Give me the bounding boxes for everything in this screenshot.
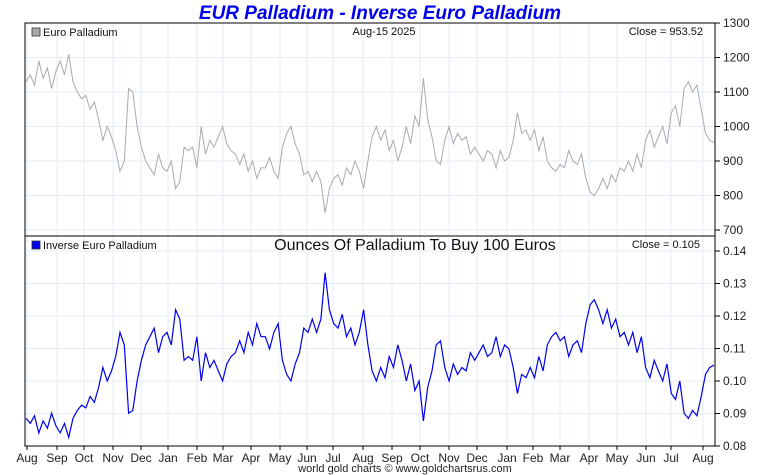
- x-tick-label: Nov: [438, 451, 459, 465]
- x-tick-label: Jun: [297, 451, 316, 465]
- y-tick-label-top: 1300: [723, 16, 750, 30]
- x-tick-label: Oct: [75, 451, 94, 465]
- x-tick-label: Jul: [663, 451, 678, 465]
- chart-title: EUR Palladium - Inverse Euro Palladium: [199, 3, 561, 24]
- legend-swatch-euro-palladium: [31, 27, 41, 37]
- x-tick-label: Feb: [523, 451, 544, 465]
- x-tick-label: Nov: [102, 451, 123, 465]
- x-axis: Aug Sep Oct Nov Dec Jan Feb Mar Apr May Jun Jul Aug S…: [16, 446, 714, 465]
- y-tick-label-top: 1200: [723, 51, 750, 65]
- footer-credit: world gold charts © www.goldchartsrus.co…: [297, 463, 512, 475]
- x-tick-label: Aug: [692, 451, 713, 465]
- y-tick-label-bottom: 0.09: [723, 407, 747, 421]
- x-tick-label: May: [269, 451, 292, 465]
- grid-top: [25, 22, 715, 236]
- x-tick-label: Sep: [381, 451, 403, 465]
- y-tick-label-top: 700: [723, 223, 743, 237]
- x-tick-label: May: [606, 451, 629, 465]
- y-tick-label-top: 900: [723, 154, 743, 168]
- x-tick-label: Dec: [466, 451, 487, 465]
- date-label: Aug-15 2025: [353, 26, 416, 38]
- y-axis-top: 1300 1200 1100 1000 900 800 700: [715, 16, 750, 237]
- legend-inverse-euro-palladium: Inverse Euro Palladium: [43, 240, 157, 252]
- y-tick-label-top: 1100: [723, 85, 749, 99]
- x-tick-label: Aug: [352, 451, 373, 465]
- y-axis-bottom: 0.14 0.13 0.12 0.11 0.10 0.09 0.08: [715, 244, 747, 453]
- x-tick-label: Oct: [411, 451, 430, 465]
- y-tick-label-bottom: 0.08: [723, 439, 747, 453]
- series-line-inverse-euro-palladium: [25, 272, 715, 440]
- x-tick-label: Jan: [158, 451, 177, 465]
- legend-swatch-inverse: [31, 240, 41, 250]
- series-line-euro-palladium: [25, 54, 715, 213]
- y-tick-label-bottom: 0.12: [723, 309, 747, 323]
- y-tick-label-bottom: 0.10: [723, 374, 747, 388]
- x-tick-label: Jan: [497, 451, 516, 465]
- x-tick-label: Aug: [16, 451, 37, 465]
- bottom-subtitle: Ounces Of Palladium To Buy 100 Euros: [274, 237, 556, 254]
- y-tick-label-top: 1000: [723, 120, 750, 134]
- y-tick-label-top: 800: [723, 189, 743, 203]
- legend-euro-palladium: Euro Palladium: [43, 27, 118, 39]
- x-tick-label: Apr: [242, 451, 261, 465]
- x-tick-label: Feb: [187, 451, 208, 465]
- top-panel-frame: [24, 22, 716, 237]
- close-label-bottom: Close = 0.105: [632, 239, 700, 251]
- x-tick-label: Apr: [580, 451, 599, 465]
- bottom-panel-frame: [24, 235, 716, 447]
- x-tick-label: Mar: [550, 451, 571, 465]
- y-tick-label-bottom: 0.13: [723, 277, 747, 291]
- x-tick-label: Dec: [130, 451, 151, 465]
- grid-bottom: [25, 236, 715, 447]
- y-tick-label-bottom: 0.14: [723, 244, 747, 258]
- x-tick-label: Jun: [636, 451, 655, 465]
- close-label-top: Close = 953.52: [629, 26, 703, 38]
- x-tick-label: Sep: [46, 451, 68, 465]
- y-tick-label-bottom: 0.11: [723, 342, 746, 356]
- x-tick-label: Jul: [325, 451, 340, 465]
- x-tick-label: Mar: [213, 451, 234, 465]
